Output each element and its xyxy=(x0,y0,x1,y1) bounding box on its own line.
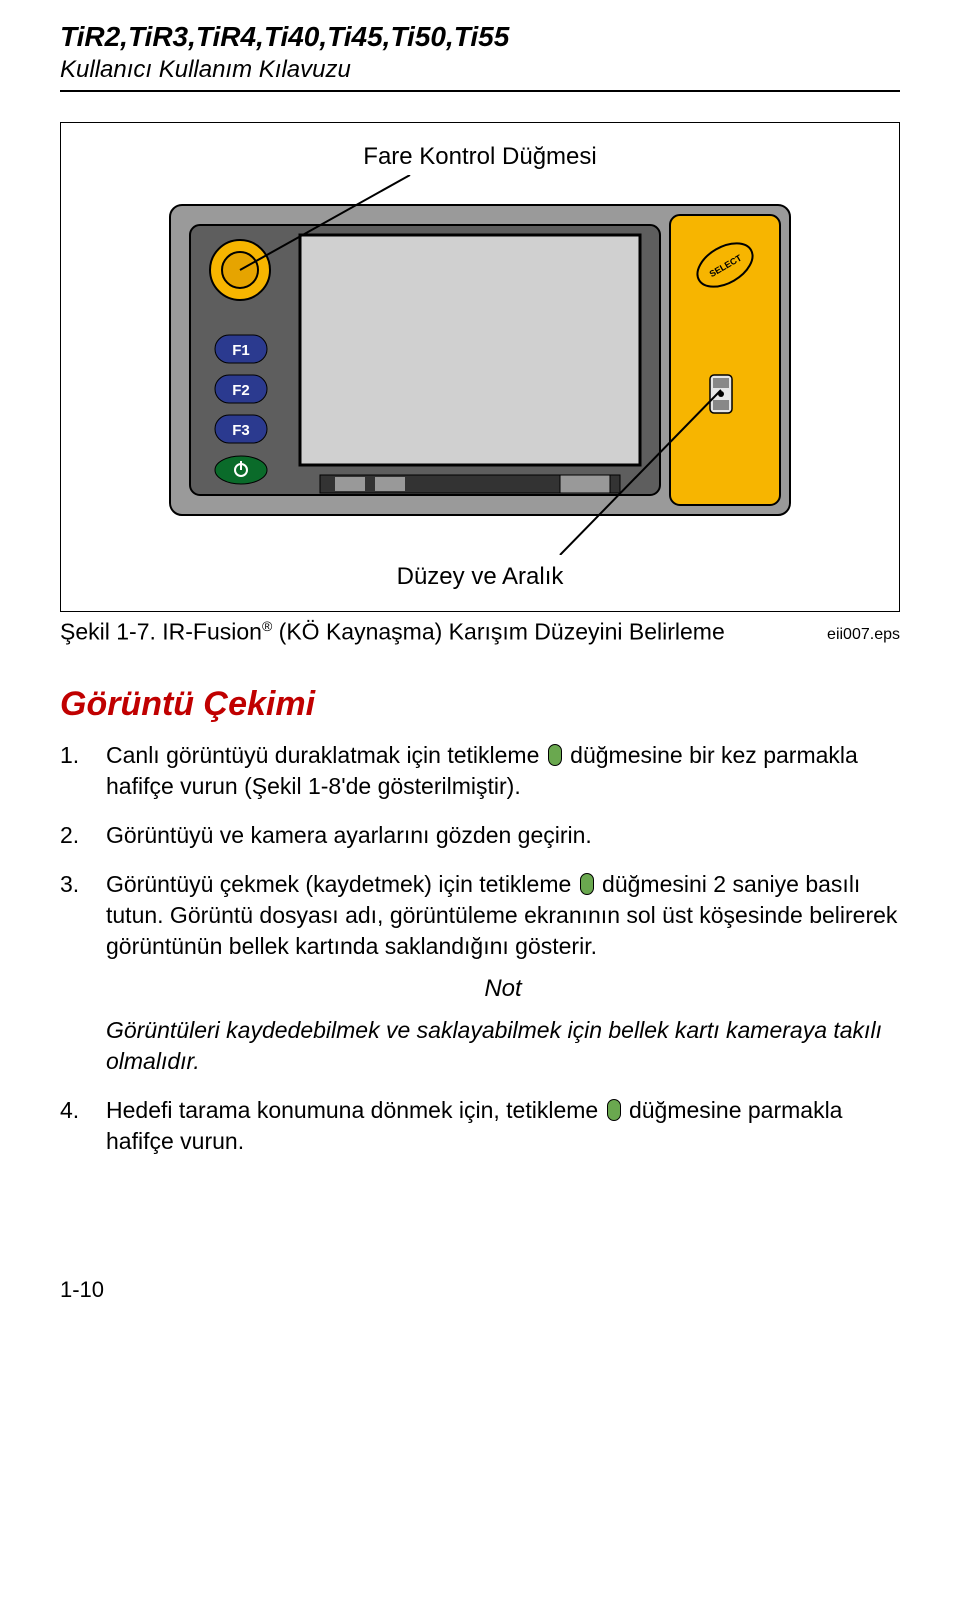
header-subtitle: Kullanıcı Kullanım Kılavuzu xyxy=(60,56,900,84)
note-body: Görüntüleri kaydedebilmek ve saklayabilm… xyxy=(106,1015,900,1077)
caption-prefix: Şekil 1-7. IR-Fusion xyxy=(60,618,262,644)
step-text: Görüntüyü ve kamera ayarlarını gözden ge… xyxy=(106,822,592,848)
step-text-pre: Görüntüyü çekmek (kaydetmek) için tetikl… xyxy=(106,871,578,897)
figure-caption: Şekil 1-7. IR-Fusion® (KÖ Kaynaşma) Karı… xyxy=(60,618,725,646)
trigger-button-icon xyxy=(607,1099,621,1121)
list-item: Hedefi tarama konumuna dönmek için, teti… xyxy=(60,1095,900,1157)
figure-container: Fare Kontrol Düğmesi F1 F2 F3 SELECT xyxy=(60,122,900,612)
trigger-button-icon xyxy=(580,873,594,895)
note-title: Not xyxy=(106,973,900,1005)
list-item: Canlı görüntüyü duraklatmak için tetikle… xyxy=(60,740,900,802)
section-title: Görüntü Çekimi xyxy=(60,685,900,724)
page-number: 1-10 xyxy=(60,1277,900,1303)
level-switch-icon xyxy=(710,375,732,413)
figure-top-label: Fare Kontrol Düğmesi xyxy=(91,143,869,171)
list-item: Görüntüyü çekmek (kaydetmek) için tetikl… xyxy=(60,869,900,1077)
figure-bottom-label: Düzey ve Aralık xyxy=(91,563,869,591)
figure-caption-row: Şekil 1-7. IR-Fusion® (KÖ Kaynaşma) Karı… xyxy=(60,618,900,646)
caption-suffix: (KÖ Kaynaşma) Karışım Düzeyini Belirleme xyxy=(272,618,724,644)
step-text-pre: Canlı görüntüyü duraklatmak için tetikle… xyxy=(106,742,546,768)
svg-text:F2: F2 xyxy=(232,382,250,399)
trigger-button-icon xyxy=(548,744,562,766)
svg-text:F1: F1 xyxy=(232,342,250,359)
caption-sup: ® xyxy=(262,618,272,634)
svg-text:F3: F3 xyxy=(232,422,250,439)
device-illustration: F1 F2 F3 SELECT xyxy=(160,175,800,555)
eps-filename: eii007.eps xyxy=(827,626,900,644)
steps-list: Canlı görüntüyü duraklatmak için tetikle… xyxy=(60,740,900,1157)
list-item: Görüntüyü ve kamera ayarlarını gözden ge… xyxy=(60,820,900,851)
header-rule xyxy=(60,90,900,92)
header-models: TiR2,TiR3,TiR4,Ti40,Ti45,Ti50,Ti55 xyxy=(60,20,900,54)
step-text-pre: Hedefi tarama konumuna dönmek için, teti… xyxy=(106,1097,605,1123)
